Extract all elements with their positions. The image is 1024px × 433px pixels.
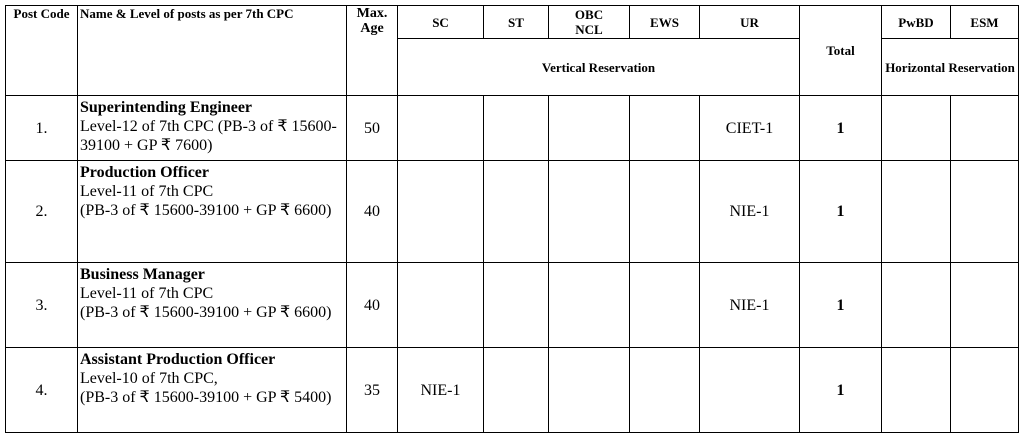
post-level: Level-10 of 7th CPC, xyxy=(80,370,218,387)
header-esm: ESM xyxy=(950,5,1019,39)
header-total: Total xyxy=(799,5,882,96)
post-name-cell: Production Officer Level-11 of 7th CPC (PB… xyxy=(77,160,347,263)
post-name-cell: Superintending Engineer Level-12 of 7th C… xyxy=(77,95,347,161)
reservation-ews xyxy=(629,347,700,433)
header-ur: UR xyxy=(699,5,800,39)
reservation-pwbd xyxy=(881,347,951,433)
header-obc: OBC NCL xyxy=(548,5,630,39)
max-age: 40 xyxy=(346,160,398,263)
header-horizontal: Horizontal Reservation xyxy=(881,38,1019,96)
total: 1 xyxy=(799,262,882,348)
post-level: Level-11 of 7th CPC xyxy=(80,183,214,200)
table-row: 3. Business Manager Level-11 of 7th CPC (PB… xyxy=(5,262,1019,348)
post-name: Production Officer xyxy=(80,164,210,181)
post-code: 2. xyxy=(5,160,78,263)
table-row: 4. Assistant Production Officer Level-10 o… xyxy=(5,347,1019,433)
reservation-st xyxy=(483,95,549,161)
reservation-st xyxy=(483,160,549,263)
post-name: Business Manager xyxy=(80,266,205,283)
header-name: Name & Level of posts as per 7th CPC xyxy=(77,5,347,96)
post-name-cell: Assistant Production Officer Level-10 of … xyxy=(77,347,347,433)
post-level: (PB-3 of ₹ 15600-39100 + GP ₹ 6600) xyxy=(80,202,332,219)
reservation-sc xyxy=(397,262,484,348)
reservation-esm xyxy=(950,160,1019,263)
reservation-pwbd xyxy=(881,160,951,263)
reservation-ur: NIE-1 xyxy=(699,160,800,263)
reservation-ews xyxy=(629,95,700,161)
header-ews: EWS xyxy=(629,5,700,39)
reservation-ur: NIE-1 xyxy=(699,262,800,348)
post-level: (PB-3 of ₹ 15600-39100 + GP ₹ 6600) xyxy=(80,304,332,321)
header-age: Max. Age xyxy=(346,5,398,96)
post-level: Level-11 of 7th CPC xyxy=(80,285,214,302)
reservation-obc xyxy=(548,95,630,161)
max-age: 35 xyxy=(346,347,398,433)
post-name: Superintending Engineer xyxy=(80,99,253,116)
post-name-cell: Business Manager Level-11 of 7th CPC (PB-3… xyxy=(77,262,347,348)
reservation-esm xyxy=(950,262,1019,348)
header-pwbd: PwBD xyxy=(881,5,951,39)
reservation-obc xyxy=(548,160,630,263)
reservation-sc: NIE-1 xyxy=(397,347,484,433)
reservation-ur: CIET-1 xyxy=(699,95,800,161)
table-body: 1. Superintending Engineer Level-12 of 7th… xyxy=(5,95,1019,433)
total: 1 xyxy=(799,95,882,161)
reservation-sc xyxy=(397,160,484,263)
reservation-esm xyxy=(950,347,1019,433)
table-row: 2. Production Officer Level-11 of 7th CPC (… xyxy=(5,160,1019,263)
reservation-obc xyxy=(548,262,630,348)
reservation-sc xyxy=(397,95,484,161)
max-age: 40 xyxy=(346,262,398,348)
reservation-ur xyxy=(699,347,800,433)
reservation-ews xyxy=(629,160,700,263)
header-st: ST xyxy=(483,5,549,39)
max-age: 50 xyxy=(346,95,398,161)
reservation-ews xyxy=(629,262,700,348)
table-row: 1. Superintending Engineer Level-12 of 7th… xyxy=(5,95,1019,161)
reservation-st xyxy=(483,262,549,348)
reservation-obc xyxy=(548,347,630,433)
header-sc: SC xyxy=(397,5,484,39)
post-level: Level-12 of 7th CPC (PB-3 of ₹ 15600-391… xyxy=(80,118,337,154)
header-obc-text: OBC NCL xyxy=(574,7,604,37)
header-vertical: Vertical Reservation xyxy=(397,38,800,96)
posts-table: Post Code Name & Level of posts as per 7… xyxy=(5,5,1019,433)
reservation-pwbd xyxy=(881,262,951,348)
reservation-pwbd xyxy=(881,95,951,161)
post-code: 3. xyxy=(5,262,78,348)
total: 1 xyxy=(799,347,882,433)
reservation-st xyxy=(483,347,549,433)
reservation-esm xyxy=(950,95,1019,161)
post-name: Assistant Production Officer xyxy=(80,351,276,368)
post-level: (PB-3 of ₹ 15600-39100 + GP ₹ 5400) xyxy=(80,389,332,406)
post-code: 4. xyxy=(5,347,78,433)
post-code: 1. xyxy=(5,95,78,161)
header-post-code: Post Code xyxy=(5,5,78,96)
total: 1 xyxy=(799,160,882,263)
